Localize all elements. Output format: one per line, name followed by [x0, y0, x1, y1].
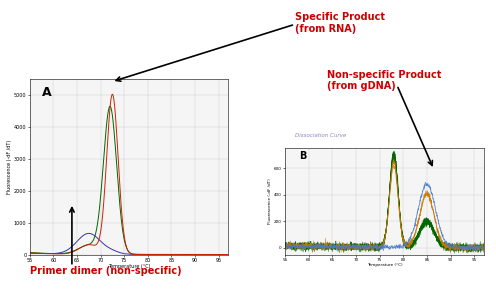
X-axis label: Temperature (°C): Temperature (°C): [108, 265, 150, 269]
Text: Non-specific Product
(from gDNA): Non-specific Product (from gDNA): [327, 70, 442, 91]
X-axis label: Temperature (°C): Temperature (°C): [367, 263, 402, 267]
Text: Specific Product
(from RNA): Specific Product (from RNA): [295, 12, 385, 34]
Text: Primer dimer (non-specific): Primer dimer (non-specific): [30, 266, 182, 276]
Text: Dissociation Curve: Dissociation Curve: [295, 133, 346, 138]
Y-axis label: Fluorescence (-dF /dT): Fluorescence (-dF /dT): [268, 179, 272, 224]
Text: B: B: [299, 151, 307, 161]
Y-axis label: Fluorescence (-dF /dT): Fluorescence (-dF /dT): [7, 139, 12, 194]
Text: A: A: [42, 86, 51, 99]
